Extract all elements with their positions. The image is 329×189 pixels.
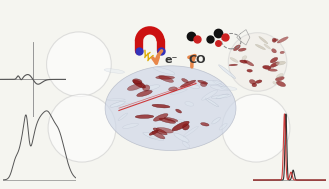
- Ellipse shape: [275, 77, 284, 81]
- Ellipse shape: [182, 124, 189, 130]
- Ellipse shape: [256, 80, 262, 83]
- Ellipse shape: [270, 57, 278, 63]
- Ellipse shape: [268, 69, 277, 71]
- Circle shape: [48, 94, 116, 162]
- Ellipse shape: [135, 115, 154, 118]
- Ellipse shape: [205, 98, 219, 107]
- Ellipse shape: [212, 118, 220, 124]
- Ellipse shape: [174, 133, 189, 142]
- Ellipse shape: [143, 85, 150, 91]
- Ellipse shape: [200, 82, 207, 87]
- Ellipse shape: [221, 86, 237, 90]
- Ellipse shape: [213, 81, 228, 89]
- Ellipse shape: [159, 75, 173, 82]
- Ellipse shape: [149, 137, 166, 139]
- Ellipse shape: [159, 118, 176, 123]
- Ellipse shape: [182, 78, 188, 83]
- Ellipse shape: [180, 80, 196, 87]
- Ellipse shape: [240, 60, 247, 63]
- Ellipse shape: [105, 66, 236, 150]
- Ellipse shape: [127, 84, 142, 91]
- Ellipse shape: [270, 62, 279, 67]
- Ellipse shape: [152, 131, 165, 139]
- Ellipse shape: [133, 80, 145, 88]
- Ellipse shape: [183, 126, 198, 137]
- Ellipse shape: [185, 101, 194, 106]
- Ellipse shape: [110, 101, 125, 107]
- Text: CO: CO: [189, 55, 206, 65]
- Ellipse shape: [170, 89, 187, 95]
- Ellipse shape: [276, 73, 283, 78]
- Ellipse shape: [272, 38, 276, 42]
- Ellipse shape: [280, 51, 284, 54]
- Ellipse shape: [149, 130, 158, 135]
- Ellipse shape: [255, 44, 266, 50]
- Ellipse shape: [189, 84, 200, 89]
- Ellipse shape: [277, 37, 288, 43]
- Ellipse shape: [230, 57, 238, 63]
- Circle shape: [222, 94, 290, 162]
- Ellipse shape: [172, 121, 189, 131]
- Ellipse shape: [211, 95, 231, 98]
- Ellipse shape: [229, 64, 238, 66]
- Ellipse shape: [219, 123, 227, 130]
- Ellipse shape: [156, 128, 173, 133]
- Ellipse shape: [252, 83, 257, 87]
- Ellipse shape: [273, 81, 276, 84]
- Ellipse shape: [242, 56, 247, 60]
- Ellipse shape: [200, 81, 221, 85]
- Ellipse shape: [123, 123, 139, 128]
- Ellipse shape: [218, 65, 236, 79]
- Circle shape: [228, 33, 287, 91]
- Ellipse shape: [133, 79, 142, 84]
- Ellipse shape: [249, 80, 256, 84]
- Ellipse shape: [244, 60, 254, 66]
- Ellipse shape: [198, 80, 208, 84]
- Circle shape: [47, 32, 111, 97]
- Ellipse shape: [143, 98, 150, 101]
- Ellipse shape: [259, 36, 268, 44]
- Ellipse shape: [129, 88, 141, 91]
- Ellipse shape: [164, 117, 178, 122]
- Ellipse shape: [152, 104, 170, 108]
- Ellipse shape: [153, 128, 167, 135]
- Ellipse shape: [276, 61, 286, 65]
- Ellipse shape: [153, 67, 175, 74]
- Ellipse shape: [107, 99, 125, 100]
- Ellipse shape: [137, 90, 152, 97]
- Ellipse shape: [238, 48, 246, 51]
- Ellipse shape: [233, 45, 240, 51]
- Ellipse shape: [276, 81, 286, 87]
- Ellipse shape: [143, 85, 160, 90]
- Ellipse shape: [247, 69, 252, 72]
- Ellipse shape: [176, 109, 182, 113]
- Ellipse shape: [165, 119, 185, 122]
- Ellipse shape: [210, 85, 228, 91]
- Ellipse shape: [168, 87, 177, 91]
- Ellipse shape: [201, 123, 209, 126]
- Ellipse shape: [153, 114, 168, 121]
- Ellipse shape: [117, 103, 137, 107]
- Ellipse shape: [273, 39, 278, 41]
- Ellipse shape: [263, 65, 271, 69]
- Ellipse shape: [143, 132, 164, 141]
- Ellipse shape: [182, 141, 190, 148]
- Ellipse shape: [264, 44, 270, 49]
- Ellipse shape: [202, 90, 217, 100]
- Ellipse shape: [156, 76, 174, 79]
- Ellipse shape: [272, 49, 276, 53]
- Ellipse shape: [216, 94, 228, 99]
- Ellipse shape: [104, 69, 125, 73]
- Text: e⁻: e⁻: [164, 55, 178, 65]
- Ellipse shape: [118, 113, 128, 121]
